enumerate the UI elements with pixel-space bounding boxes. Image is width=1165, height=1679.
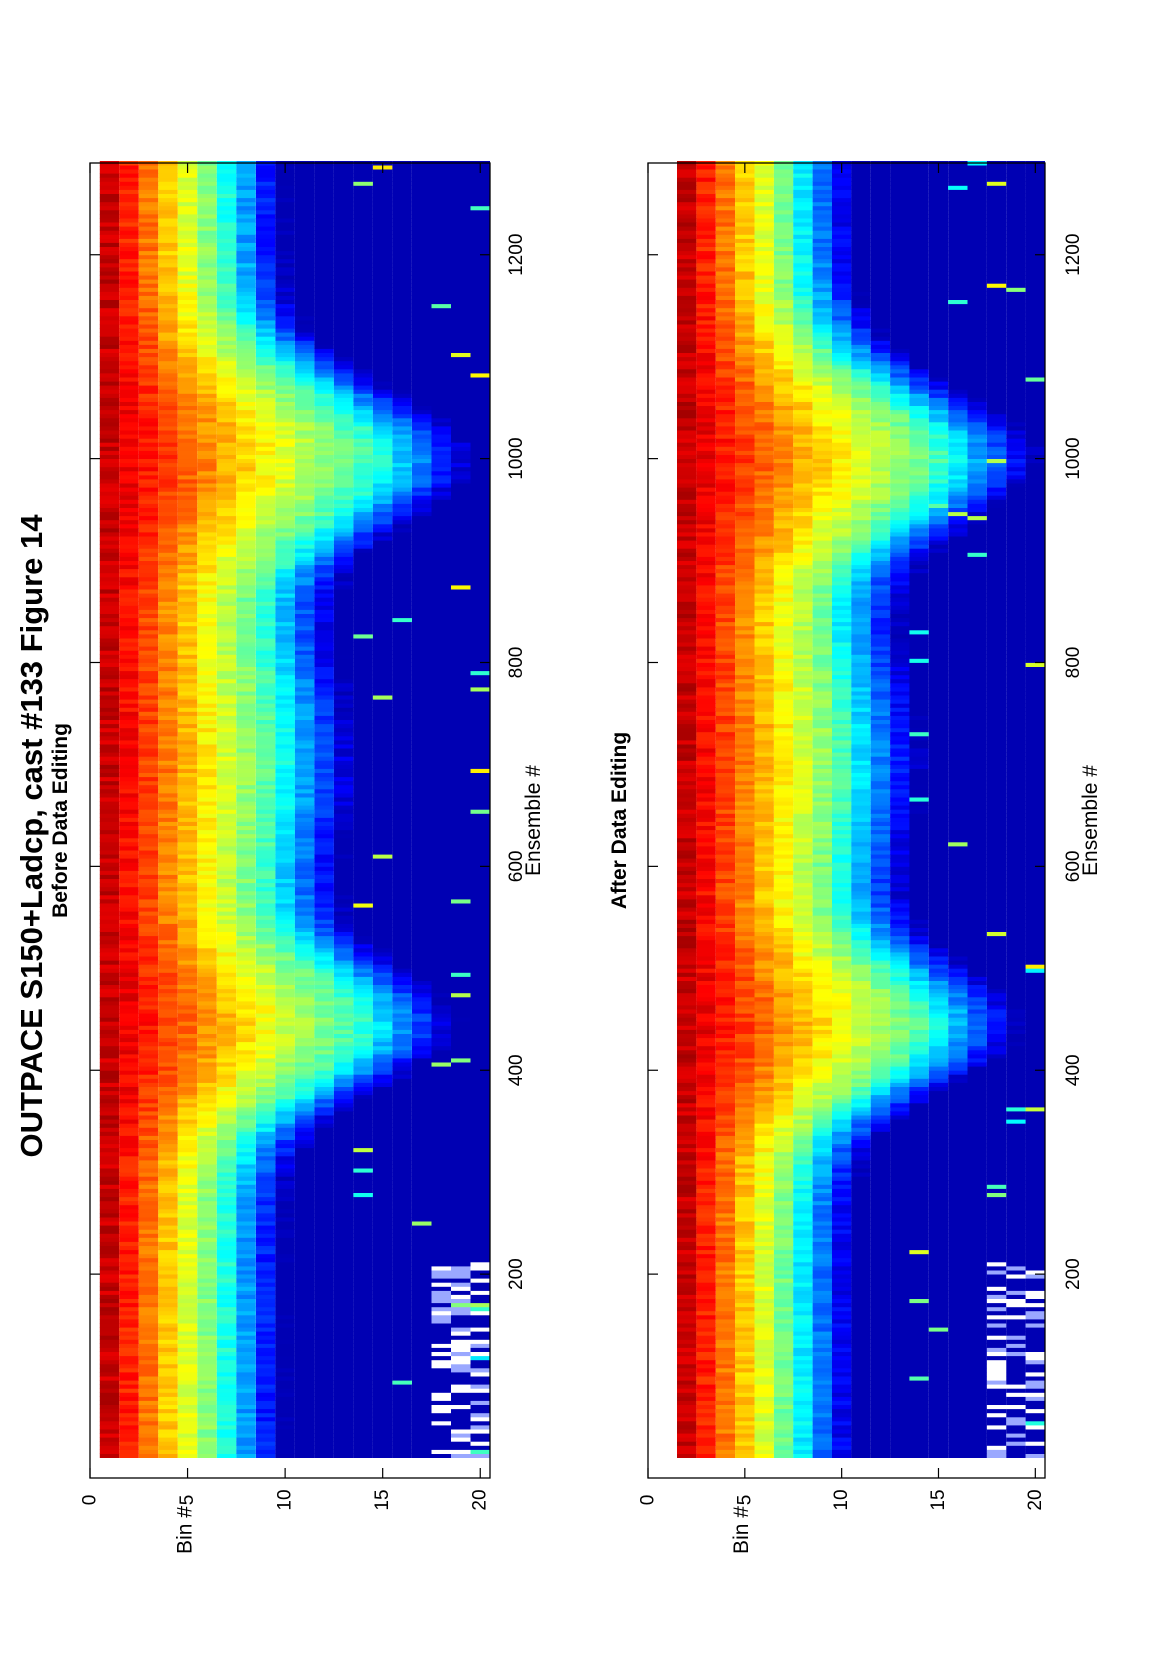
heatmap-cells (677, 161, 1045, 1458)
y-tick-label: 5 (734, 1495, 755, 1506)
x-axis-label: Ensemble # (522, 765, 545, 876)
x-tick-label: 1000 (1063, 437, 1084, 479)
figure-title: OUTPACE S150+Ladcp, cast #133 Figure 14 (14, 514, 49, 1158)
panel-subtitle: Before Data Editing (49, 723, 72, 918)
y-axis-label: Bin # (174, 1506, 197, 1554)
y-axis-label: Bin # (730, 1506, 753, 1554)
x-tick-label: 600 (506, 851, 527, 883)
x-tick-label: 400 (1063, 1054, 1084, 1086)
x-tick-label: 800 (506, 647, 527, 679)
y-tick-label: 20 (1025, 1489, 1046, 1510)
heatmap-cells (99, 161, 490, 1458)
y-tick-label: 20 (470, 1489, 491, 1510)
x-tick-label: 1200 (1063, 234, 1084, 276)
panel-subtitle: After Data Editing (608, 732, 631, 909)
heatmap-panel-2: 200 400 600 800 1000 1200 0 5 10 15 20 After Data E… (608, 161, 1102, 1554)
heatmap-panel-1: 200 400 600 800 1000 1200 0 5 10 15 20 Before Data … (49, 161, 545, 1554)
y-tick-label: 0 (80, 1495, 101, 1506)
x-tick-label: 1000 (506, 437, 527, 479)
x-tick-label: 600 (1063, 851, 1084, 883)
x-tick-label: 800 (1063, 647, 1084, 679)
y-tick-label: 5 (177, 1495, 198, 1506)
x-tick-label: 200 (1063, 1258, 1084, 1290)
x-axis-label: Ensemble # (1079, 765, 1102, 876)
x-tick-label: 1200 (506, 234, 527, 276)
x-tick-label: 200 (506, 1258, 527, 1290)
y-tick-label: 15 (372, 1489, 393, 1510)
y-tick-label: 10 (831, 1489, 852, 1510)
y-tick-label: 0 (638, 1495, 659, 1506)
x-tick-label: 400 (506, 1054, 527, 1086)
y-tick-label: 15 (928, 1489, 949, 1510)
y-tick-label: 10 (275, 1489, 296, 1510)
